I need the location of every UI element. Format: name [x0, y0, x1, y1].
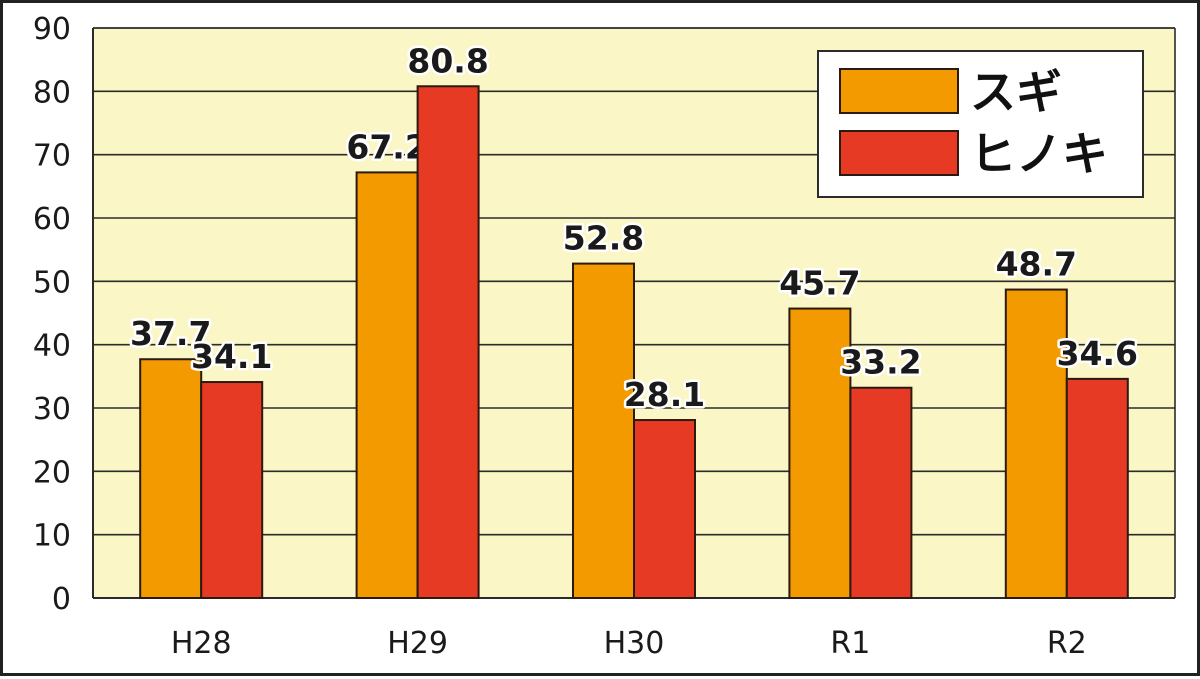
bar-hinoki [849, 386, 913, 599]
x-category-label: H29 [387, 626, 448, 661]
bar-sugi [1004, 288, 1068, 599]
y-tick-label: 90 [33, 12, 71, 47]
bar-hinoki [1065, 377, 1129, 599]
x-category-label: H28 [171, 626, 232, 661]
y-tick-label: 0 [52, 582, 71, 617]
bar-chart: 0 10 20 30 40 50 60 70 80 90 H28 37.734.1 H29 67.2 80.… [33, 12, 1176, 661]
data-label: 37.7 [130, 314, 211, 353]
data-label: 67.2 [346, 127, 427, 166]
y-tick-label: 40 [33, 329, 71, 364]
bar-hinoki [416, 85, 480, 600]
y-tick-label: 30 [33, 392, 71, 427]
legend-swatch-hinoki [839, 130, 959, 176]
data-label: 28.1 [624, 375, 705, 414]
data-label: 52.8 [563, 219, 644, 258]
y-tick-label: 10 [33, 519, 71, 554]
legend-label: スギ [970, 65, 1062, 119]
y-tick-label: 60 [33, 202, 71, 237]
data-label: 33.2 [840, 343, 921, 382]
x-category-label: H30 [604, 626, 665, 661]
bar-sugi [788, 307, 852, 599]
data-label: 34.6 [1057, 334, 1138, 373]
data-label: 45.7 [779, 264, 860, 303]
bar-hinoki [633, 419, 696, 599]
bar-sugi [572, 262, 635, 599]
y-tick-label: 20 [33, 455, 71, 490]
bar-sugi [355, 171, 419, 599]
bar-hinoki [200, 381, 264, 599]
x-category-label: R1 [830, 626, 870, 661]
y-tick-label: 50 [33, 265, 71, 300]
legend-swatch-sugi [839, 68, 959, 114]
x-category-label: R2 [1047, 626, 1087, 661]
data-label: 34.1 [191, 337, 272, 376]
y-tick-label: 70 [33, 139, 71, 174]
y-tick-label: 80 [33, 75, 71, 110]
data-label: 80.8 [407, 41, 488, 80]
bar-sugi [139, 358, 203, 599]
legend-label: ヒノキ [970, 127, 1108, 181]
data-label: 48.7 [996, 245, 1077, 284]
